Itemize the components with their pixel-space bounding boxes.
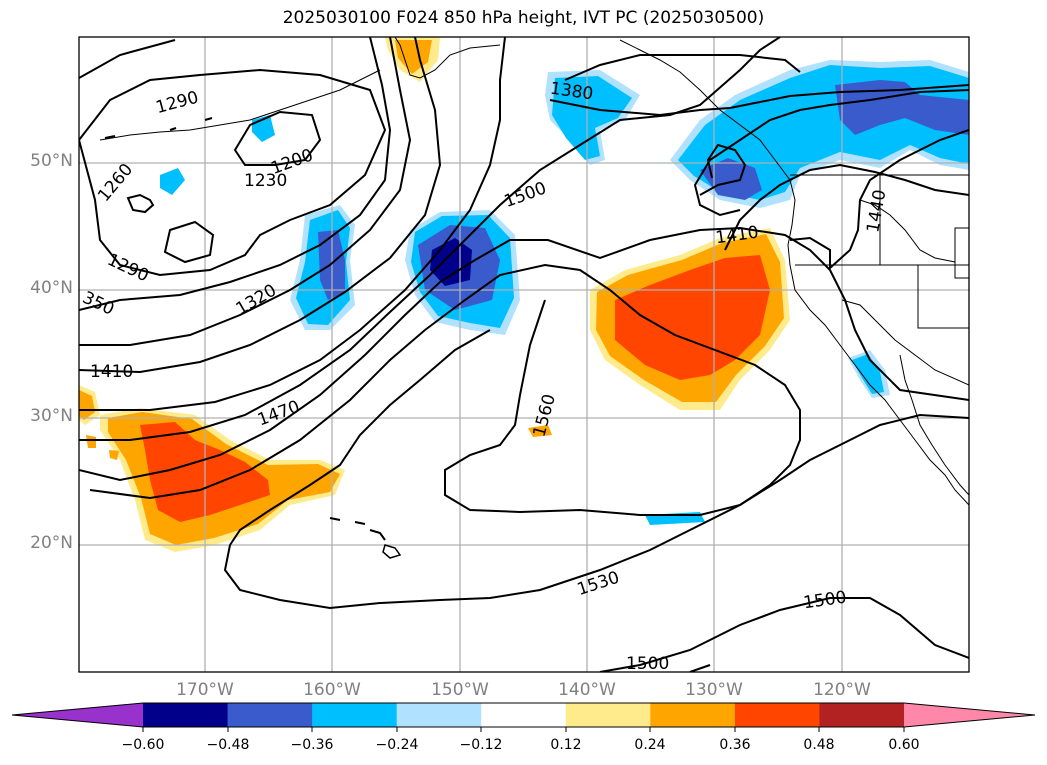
graticule [79,37,969,672]
lon-label-160w: 160°W [303,680,361,700]
colorbar-tick: −0.12 [459,737,503,753]
contour-label: 1230 [244,171,287,191]
lon-label-140w: 140°W [558,680,616,700]
lat-label-30n: 30°N [30,406,73,426]
height-contours [79,37,969,672]
contour-label: 350 [79,288,117,320]
colorbar-cell [143,703,229,727]
lon-label-130w: 130°W [685,680,743,700]
colorbar-tick: 0.12 [550,737,582,753]
lat-label-20n: 20°N [30,533,73,553]
colorbar-tick: 0.36 [719,737,751,753]
colorbar-extend-max [904,703,1035,727]
contour-label: 1500 [802,588,848,614]
colorbar-cells [143,703,905,727]
colorbar-tick: −0.24 [375,737,419,753]
colorbar-cell [734,703,820,727]
lat-label-50n: 50°N [30,151,73,171]
contour-label: 1440 [863,188,890,234]
contour-label: 1500 [626,654,669,674]
colorbar-tick: 0.48 [803,737,835,753]
map-content: 1290 1260 1200 1230 1290 1320 350 1410 1… [79,37,969,674]
colorbar-cell [650,703,736,727]
colorbar-tick: −0.36 [290,737,334,753]
contour-label: 1260 [94,160,137,206]
colorbar-cell [396,703,482,727]
colorbar-cell [819,703,905,727]
colorbar [11,702,1036,732]
contour-label: 1410 [90,362,133,382]
lon-label-120w: 120°W [813,680,871,700]
lon-label-150w: 150°W [431,680,489,700]
lat-label-40n: 40°N [30,278,73,298]
colorbar-tick: 0.24 [634,737,666,753]
colorbar-extend-min [12,703,143,727]
contour-label: 1290 [154,88,201,119]
contour-label: 1470 [255,397,302,431]
ivt-shading [79,37,969,552]
map-title: 2025030100 F024 850 hPa height, IVT PC (… [282,8,765,28]
contour-label: 1320 [233,281,280,320]
colorbar-cell [227,703,313,727]
colorbar-tick: −0.48 [206,737,250,753]
colorbar-cell [565,703,651,727]
contour-label: 1290 [104,250,152,286]
colorbar-tick: −0.60 [121,737,165,753]
colorbar-cell [481,703,567,727]
map-frame [78,36,970,673]
colorbar-tick: 0.60 [888,737,920,753]
contour-label: 1560 [529,392,560,439]
lon-label-170w: 170°W [176,680,234,700]
colorbar-cell [312,703,398,727]
coastlines [99,37,969,559]
contour-label: 1530 [575,568,622,600]
